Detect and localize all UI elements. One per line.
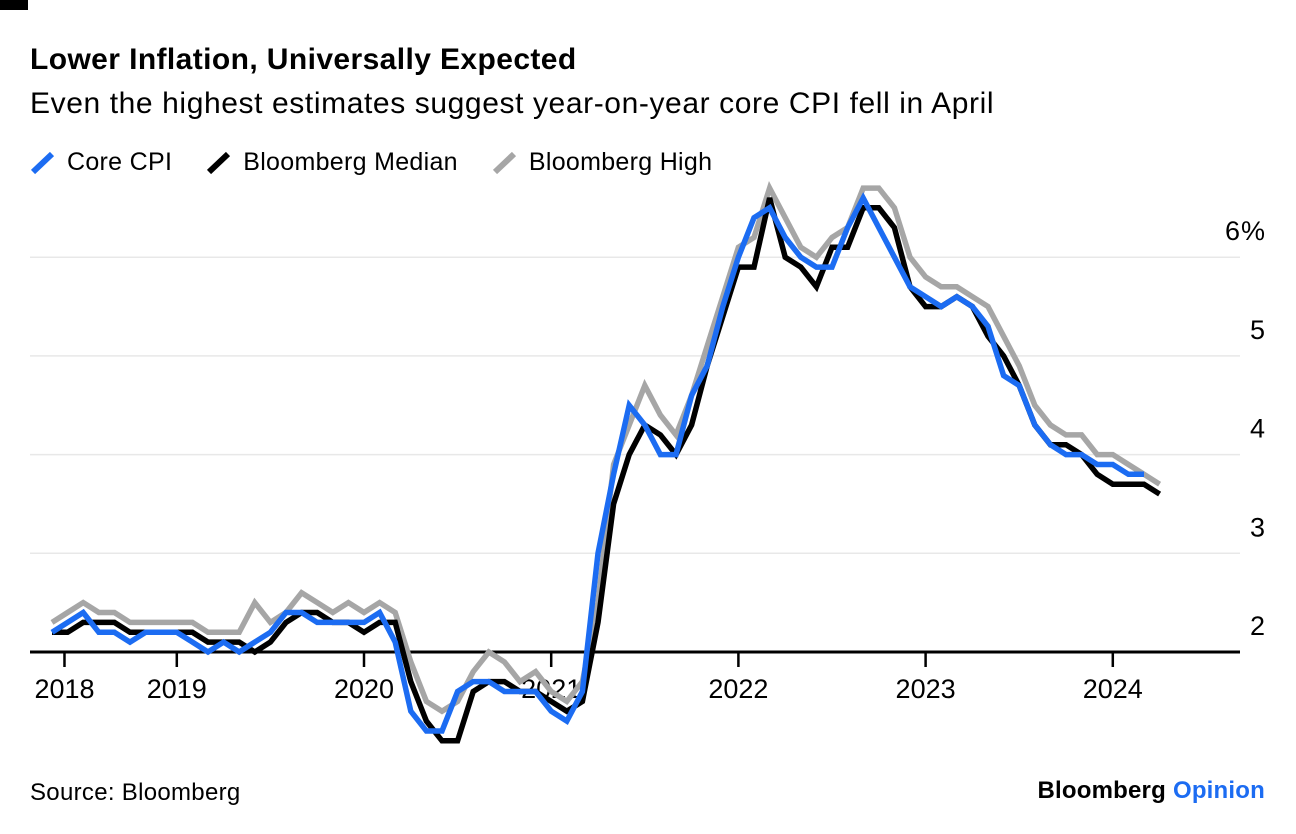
legend-item-bloomberg-high: Bloomberg High (492, 148, 712, 177)
svg-text:2019: 2019 (147, 674, 207, 704)
chart-subtitle: Even the highest estimates suggest year-… (30, 87, 995, 120)
bloomberg-opinion-logo: Bloomberg Opinion (1037, 777, 1265, 805)
svg-text:5: 5 (1250, 315, 1266, 345)
legend-swatch (492, 151, 516, 174)
top-left-rule (0, 0, 28, 10)
legend-swatch (30, 151, 55, 174)
legend-swatch (207, 151, 231, 174)
svg-text:2020: 2020 (334, 674, 394, 704)
legend-label: Core CPI (67, 148, 173, 176)
svg-text:2: 2 (1250, 611, 1266, 641)
legend-label: Bloomberg Median (243, 148, 458, 176)
svg-text:6%: 6% (1225, 216, 1266, 246)
brand-opinion: Opinion (1172, 777, 1265, 804)
svg-text:4: 4 (1250, 414, 1266, 444)
source-note: Source: Bloomberg (30, 779, 241, 806)
svg-text:2024: 2024 (1083, 674, 1143, 704)
svg-text:2023: 2023 (896, 674, 956, 704)
brand-bloomberg: Bloomberg (1037, 777, 1166, 804)
svg-text:3: 3 (1250, 512, 1266, 542)
svg-text:2018: 2018 (34, 674, 94, 704)
legend-item-bloomberg-median: Bloomberg Median (206, 148, 458, 177)
legend-item-core-cpi: Core CPI (30, 148, 172, 177)
legend-label: Bloomberg High (528, 148, 713, 176)
svg-text:2022: 2022 (708, 674, 768, 704)
chart-legend: Core CPI Bloomberg Median Bloomberg High (30, 148, 712, 177)
chart-title: Lower Inflation, Universally Expected (30, 43, 577, 76)
